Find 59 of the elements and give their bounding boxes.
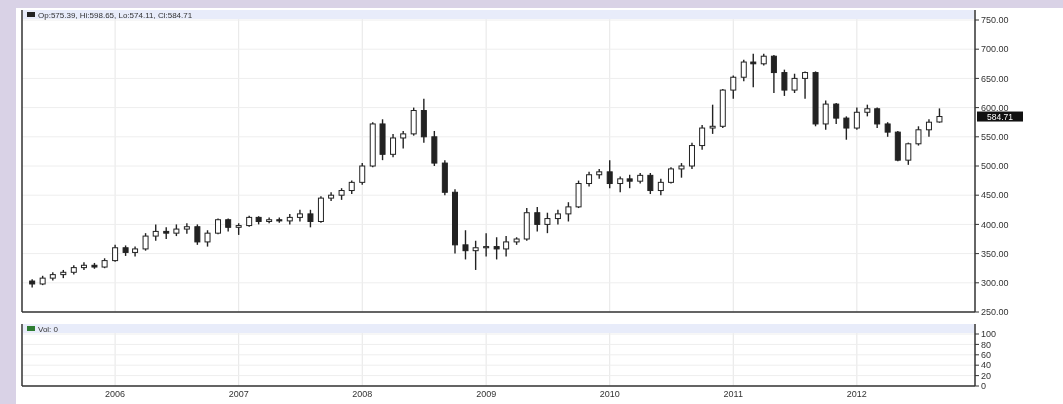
- candlestick: [781, 68, 788, 97]
- candlestick: [843, 115, 850, 141]
- candlestick: [183, 222, 190, 235]
- y-tick-label: 600.00: [981, 102, 1009, 113]
- candlestick: [80, 261, 87, 271]
- candlestick: [750, 53, 757, 88]
- y-tick-label: 400.00: [981, 219, 1009, 230]
- x-tick-label: 2011: [723, 389, 743, 399]
- x-tick-label: 2010: [599, 389, 620, 399]
- candlestick: [647, 172, 654, 195]
- y-tick-label: 350.00: [981, 248, 1009, 259]
- candlestick: [575, 179, 582, 209]
- y-tick-label: 20: [981, 370, 992, 381]
- legend-label: Op:575.39, Hi:598.65, Lo:574.11, Cl:584.71: [38, 10, 193, 20]
- candlestick: [688, 141, 695, 170]
- candlestick: [483, 232, 490, 258]
- y-tick-label: 40: [981, 360, 992, 371]
- y-tick-label: 450.00: [981, 190, 1009, 201]
- y-tick-label: 100: [981, 329, 997, 340]
- candlestick: [822, 99, 829, 131]
- legend-label: Vol: 0: [38, 324, 59, 334]
- x-tick-label: 2012: [846, 389, 867, 399]
- candlestick: [853, 106, 860, 131]
- candlestick: [544, 212, 551, 234]
- x-tick-label: 2007: [228, 389, 249, 399]
- candlestick: [534, 206, 541, 233]
- y-tick-label: 700.00: [981, 44, 1009, 55]
- candlestick: [699, 124, 706, 151]
- candlestick: [915, 125, 922, 147]
- candlestick: [390, 133, 397, 158]
- candlestick: [802, 70, 809, 100]
- candlestick: [462, 229, 469, 261]
- candlestick: [730, 74, 737, 100]
- candlestick: [493, 236, 500, 261]
- x-tick-label: 2008: [352, 389, 373, 399]
- candlestick: [606, 159, 613, 189]
- y-tick-label: 300.00: [981, 277, 1009, 288]
- y-tick-label: 80: [981, 339, 992, 350]
- y-tick-label: 750.00: [981, 15, 1009, 26]
- candlestick: [740, 59, 747, 83]
- candlestick: [194, 223, 201, 246]
- y-tick-label: 500.00: [981, 161, 1009, 172]
- y-tick-label: 250.00: [981, 307, 1009, 318]
- candlestick: [472, 240, 479, 271]
- candlestick: [359, 162, 366, 186]
- candlestick: [317, 195, 324, 224]
- candlestick: [770, 54, 777, 94]
- y-tick-label: 650.00: [981, 73, 1009, 84]
- y-tick-label: 0: [981, 381, 987, 392]
- text: 584.71: [987, 111, 1014, 122]
- x-tick-label: 2006: [105, 389, 126, 399]
- candlestick: [565, 201, 572, 223]
- y-tick-label: 60: [981, 349, 992, 360]
- candlestick: [503, 235, 510, 258]
- candlestick: [709, 103, 716, 135]
- candlestick: [410, 106, 417, 137]
- candlestick: [791, 73, 798, 94]
- x-tick-label: 2009: [476, 389, 497, 399]
- y-tick-label: 550.00: [981, 131, 1009, 142]
